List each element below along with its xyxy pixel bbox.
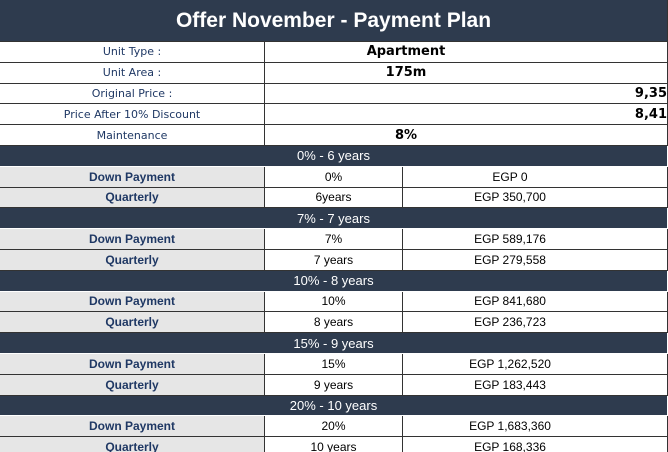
percent-or-term: 0% — [265, 166, 403, 188]
percent-or-term: 7% — [265, 229, 403, 250]
info-value: 8% — [265, 125, 668, 146]
amount: EGP 0 — [403, 166, 668, 188]
info-value: 8,41 — [265, 104, 668, 126]
amount: EGP 236,723 — [403, 312, 668, 334]
row-label: Down Payment — [0, 354, 265, 375]
plan-header: 20% - 10 years — [0, 395, 668, 417]
plan-header: 10% - 8 years — [0, 270, 668, 292]
amount: EGP 168,336 — [403, 437, 668, 452]
row-label: Quarterly — [0, 187, 265, 209]
info-value: 175m — [265, 62, 668, 84]
info-label: Original Price : — [0, 83, 265, 105]
amount: EGP 183,443 — [403, 374, 668, 396]
plan-header: 7% - 7 years — [0, 208, 668, 230]
info-value: 9,35 — [265, 83, 668, 105]
row-label: Down Payment — [0, 291, 265, 313]
percent-or-term: 15% — [265, 354, 403, 375]
row-label: Down Payment — [0, 416, 265, 438]
amount: EGP 350,700 — [403, 187, 668, 209]
percent-or-term: 10 years — [265, 437, 403, 452]
row-label: Quarterly — [0, 250, 265, 271]
percent-or-term: 7 years — [265, 250, 403, 271]
info-label: Price After 10% Discount — [0, 104, 265, 126]
amount: EGP 841,680 — [403, 291, 668, 313]
amount: EGP 1,683,360 — [403, 416, 668, 438]
info-value: Apartment — [265, 42, 668, 63]
info-label: Unit Type : — [0, 42, 265, 63]
plan-header: 0% - 6 years — [0, 146, 668, 167]
row-label: Quarterly — [0, 437, 265, 452]
amount: EGP 1,262,520 — [403, 354, 668, 375]
sheet-title: Offer November - Payment Plan — [0, 0, 668, 42]
row-label: Down Payment — [0, 166, 265, 188]
amount: EGP 589,176 — [403, 229, 668, 250]
row-label: Quarterly — [0, 374, 265, 396]
percent-or-term: 6years — [265, 187, 403, 209]
row-label: Down Payment — [0, 229, 265, 250]
percent-or-term: 9 years — [265, 374, 403, 396]
info-label: Maintenance — [0, 125, 265, 146]
percent-or-term: 10% — [265, 291, 403, 313]
info-label: Unit Area : — [0, 62, 265, 84]
plan-header: 15% - 9 years — [0, 333, 668, 354]
percent-or-term: 8 years — [265, 312, 403, 334]
amount: EGP 279,558 — [403, 250, 668, 271]
percent-or-term: 20% — [265, 416, 403, 438]
row-label: Quarterly — [0, 312, 265, 334]
